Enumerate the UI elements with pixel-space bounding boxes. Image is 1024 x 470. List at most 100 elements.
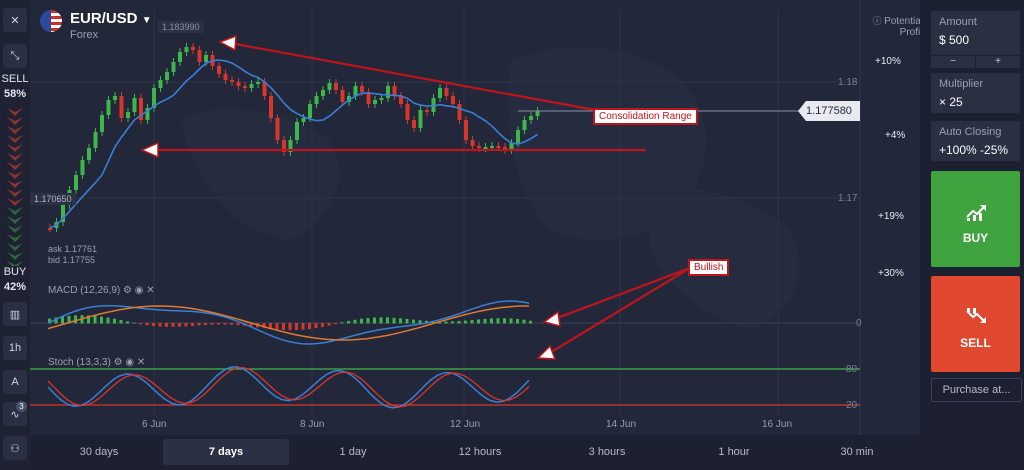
timeframe-12-hours[interactable]: 12 hours xyxy=(458,446,502,458)
candle-body xyxy=(48,228,52,230)
macd-histogram-bar xyxy=(197,323,201,326)
macd-zero-tick: 0 xyxy=(856,318,862,329)
macd-histogram-bar xyxy=(496,318,500,324)
consolidation-annotation xyxy=(140,34,646,159)
candle-body xyxy=(496,146,501,148)
purchase-at-button[interactable]: Purchase at... xyxy=(931,378,1022,402)
buy-sentiment-label: BUY xyxy=(3,266,27,278)
visibility-icon[interactable]: ◉ xyxy=(134,285,144,296)
pair-selector[interactable]: EUR/USD ▼ xyxy=(70,10,152,27)
macd-histogram-bar xyxy=(314,323,318,329)
candle-body xyxy=(217,66,221,74)
timeframe-3-hours[interactable]: 3 hours xyxy=(588,446,626,458)
macd-histogram-bar xyxy=(490,318,493,324)
visibility-icon[interactable]: ◉ xyxy=(125,357,135,368)
candle-body xyxy=(522,120,527,130)
macd-histogram-bar xyxy=(347,320,350,324)
remove-icon[interactable]: ✕ xyxy=(146,285,155,296)
date-tick: 12 Jun xyxy=(450,419,481,430)
chart-area[interactable]: EUR/USD ▼ Forex 1.183990 1.170650 ask 1.… xyxy=(30,0,923,435)
macd-histogram-bar xyxy=(477,319,480,324)
macd-histogram-bar xyxy=(48,318,51,324)
chart-type-icon[interactable]: ▥ xyxy=(3,302,27,326)
potential-profit-label: ⓘ Potential Profit xyxy=(872,16,923,38)
settings-icon[interactable]: ⚙ xyxy=(113,357,123,368)
macd-histogram-bar xyxy=(418,320,422,324)
timeframe-30-min[interactable]: 30 min xyxy=(840,446,874,458)
macd-histogram-bar xyxy=(288,323,292,331)
remove-icon[interactable]: ✕ xyxy=(136,357,146,368)
multiplier-box[interactable]: Multiplier × 25 xyxy=(931,73,1020,113)
date-tick: 6 Jun xyxy=(142,419,167,430)
sell-button[interactable]: SELL xyxy=(931,276,1020,372)
macd-histogram-bar xyxy=(444,321,448,324)
amount-box[interactable]: Amount $ 500 xyxy=(931,11,1020,55)
auto-closing-box[interactable]: Auto Closing +100% -25% xyxy=(931,121,1020,161)
macd-histogram-bar xyxy=(431,321,435,324)
macd-label: MACD (12,26,9) ⚙ ◉ ✕ xyxy=(48,285,155,296)
macd-pane xyxy=(30,300,860,345)
candle-body xyxy=(503,147,507,150)
candle-body xyxy=(230,80,234,82)
candle-body xyxy=(470,140,475,146)
candle-body xyxy=(171,62,176,72)
amount-value[interactable]: $ 500 xyxy=(939,33,970,47)
candle-body xyxy=(61,205,65,222)
candle-body xyxy=(106,100,111,115)
macd-histogram-bar xyxy=(334,323,337,325)
candle-body xyxy=(308,104,312,118)
candle-body xyxy=(353,86,358,96)
buy-button[interactable]: BUY xyxy=(931,171,1020,267)
macd-histogram-bar xyxy=(340,322,344,324)
sell-sentiment-label: SELL xyxy=(1,73,29,85)
candle-body xyxy=(405,104,410,120)
candle-body xyxy=(178,52,182,62)
candle-body xyxy=(152,88,156,108)
settings-icon[interactable]: ⚙ xyxy=(123,285,132,296)
timeframe-30-days[interactable]: 30 days xyxy=(79,446,119,458)
timeframe-1-day[interactable]: 1 day xyxy=(339,446,367,458)
candle-body xyxy=(87,148,91,160)
macd-histogram-bar xyxy=(412,319,415,324)
stoch-level-tick: 20 xyxy=(846,400,858,411)
bid-price: bid 1.17755 xyxy=(48,255,96,265)
price-tick: 1.17 xyxy=(838,193,858,204)
candle-body xyxy=(340,90,345,102)
eu-us-flag-icon xyxy=(40,10,62,32)
macd-histogram-bar xyxy=(321,323,324,327)
macd-histogram-bar xyxy=(470,320,474,324)
candle-body xyxy=(191,47,195,50)
macd-histogram-bar xyxy=(366,318,370,324)
macd-histogram-bar xyxy=(223,323,227,325)
macd-histogram-bar xyxy=(386,317,389,324)
high-price-marker: 1.183990 xyxy=(158,21,204,33)
candle-body xyxy=(80,160,85,175)
candle-body xyxy=(243,86,247,88)
collapse-icon[interactable]: ⤡ xyxy=(3,44,27,68)
candle-body xyxy=(334,83,338,90)
amount-plus-button[interactable]: + xyxy=(976,56,1020,68)
macd-histogram-bar xyxy=(236,323,240,326)
macd-histogram-bar xyxy=(282,323,285,331)
bullish-annotation xyxy=(536,266,691,360)
macd-histogram-bar xyxy=(516,318,519,324)
share-icon[interactable]: ⚇ xyxy=(3,436,27,460)
macd-histogram-bar xyxy=(113,318,116,324)
close-icon[interactable]: ✕ xyxy=(3,8,27,32)
macd-histogram-bar xyxy=(100,316,103,324)
candle-body xyxy=(126,112,130,118)
macd-histogram-bar xyxy=(379,317,383,324)
candle-body xyxy=(412,120,416,128)
timeframe-7-days[interactable]: 7 days xyxy=(163,439,289,465)
macd-histogram-bar xyxy=(529,320,532,324)
candle-body xyxy=(366,92,371,104)
current-price-tag: 1.177580 xyxy=(798,101,860,121)
candle-body xyxy=(347,96,351,102)
drawing-tool-icon[interactable]: A xyxy=(3,370,27,394)
timeframe-button[interactable]: 1h xyxy=(3,336,27,360)
candle-body xyxy=(197,50,202,62)
macd-histogram-bar xyxy=(483,318,487,324)
timeframe-1-hour[interactable]: 1 hour xyxy=(718,446,750,458)
buy-sentiment-pct: 42% xyxy=(3,281,27,293)
amount-minus-button[interactable]: − xyxy=(931,56,975,68)
